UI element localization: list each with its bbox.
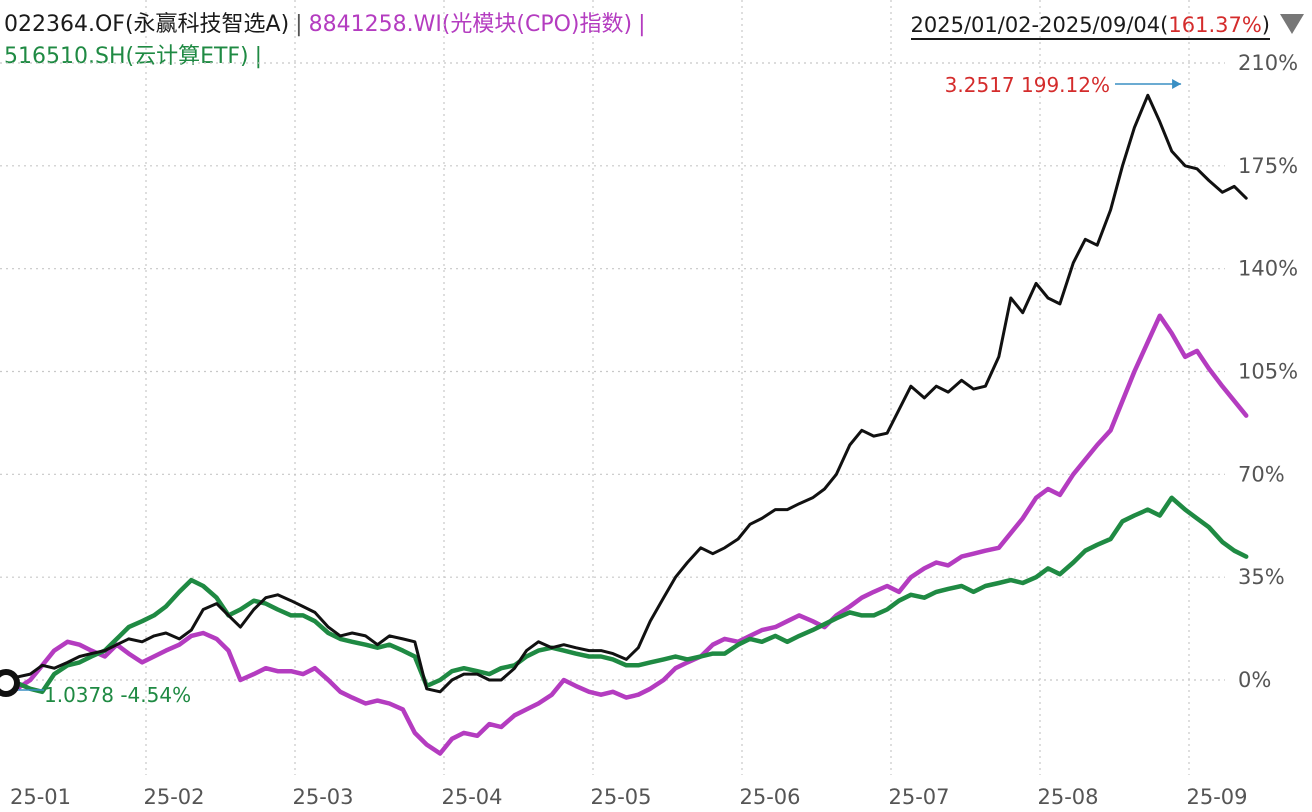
x-tick-label: 25-05 (590, 785, 651, 809)
y-tick-label: 175% (1238, 154, 1298, 178)
series-line-0 (3, 93, 1248, 694)
legend-separator: | (638, 12, 646, 37)
x-tick-label: 25-04 (441, 785, 502, 809)
x-tick-label: 25-09 (1186, 785, 1247, 809)
triangle-down-icon[interactable] (1280, 14, 1304, 34)
legend-row: 022364.OF(永赢科技智选A) | 8841258.WI(光模块(CPO)指数… (4, 12, 652, 38)
date-range-selector[interactable]: 2025/01/02-2025/09/04(161.37%) (910, 12, 1270, 40)
legend-item-cpo-index[interactable]: 8841258.WI(光模块(CPO)指数) (308, 12, 633, 37)
legend-row: 516510.SH(云计算ETF) | (4, 44, 268, 70)
range-return: 161.37% (1168, 13, 1262, 37)
x-tick-label: 25-02 (143, 785, 204, 809)
series-lines (2, 93, 1249, 756)
paren-open: ( (1160, 13, 1169, 37)
x-tick-label: 25-06 (739, 785, 800, 809)
legend-item-cloud-etf[interactable]: 516510.SH(云计算ETF) (4, 44, 249, 69)
y-tick-label: 140% (1238, 257, 1298, 281)
grid (0, 0, 1225, 775)
axis-labels: 210% 175% 140% 105% 70% 35% 0% 25-01 25-02 25-03 2… (10, 51, 1298, 809)
x-tick-label: 25-08 (1037, 785, 1098, 809)
series-line-2 (2, 495, 1249, 695)
start-marker (0, 669, 20, 697)
date-range-text: 2025/01/02-2025/09/04 (910, 13, 1161, 37)
x-tick-label: 25-07 (888, 785, 949, 809)
y-tick-label: 70% (1238, 462, 1285, 486)
legend-separator: | (254, 44, 263, 69)
x-tick-label: 25-03 (292, 785, 353, 809)
annotations: 1.0378 -4.54% 3.2517 199.12% (0, 73, 1182, 707)
legend-separator: | (295, 12, 303, 37)
y-tick-label: 0% (1238, 668, 1271, 692)
series-line-1 (2, 313, 1249, 756)
y-tick-label: 210% (1238, 51, 1298, 75)
paren-close: ) (1261, 13, 1270, 37)
y-tick-label: 105% (1238, 360, 1298, 384)
peak-annotation: 3.2517 199.12% (945, 73, 1110, 97)
start-annotation: 1.0378 -4.54% (44, 683, 191, 707)
x-tick-label: 25-01 (10, 785, 71, 809)
y-tick-label: 35% (1238, 565, 1285, 589)
peak-arrow-icon (1172, 79, 1182, 89)
